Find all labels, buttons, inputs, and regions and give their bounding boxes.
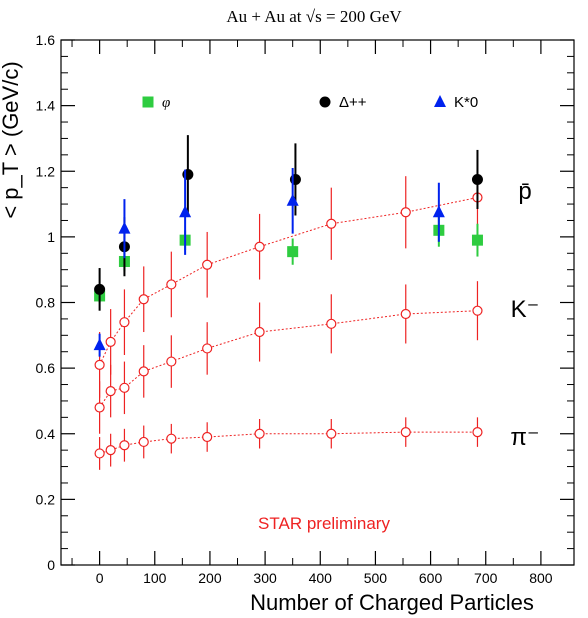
y-tick-label: 0.8: [36, 295, 56, 311]
data-point: [94, 359, 105, 370]
series: [94, 213, 483, 303]
legend-label: K*0: [454, 94, 478, 111]
legend-label: φ: [162, 95, 170, 111]
series-layer: [93, 135, 483, 470]
data-point: [119, 440, 130, 451]
data-point: [326, 318, 337, 329]
y-tick-label: 0: [47, 557, 55, 573]
plot-frame: [60, 39, 575, 566]
curve-label: π⁻: [510, 424, 539, 451]
data-point: [105, 336, 116, 347]
data-point: [118, 221, 131, 234]
x-tick-label: 300: [253, 570, 277, 586]
y-tick-label: 1.2: [36, 163, 56, 179]
data-point: [119, 317, 130, 328]
data-point: [182, 169, 194, 181]
series: [93, 167, 445, 357]
data-point: [93, 338, 106, 351]
data-point: [326, 428, 337, 439]
x-tick-label: 200: [198, 570, 222, 586]
data-point: [472, 305, 483, 316]
labels: Au + Au at √s = 200 GeV Number of Charge…: [0, 7, 540, 615]
data-point: [179, 205, 192, 218]
data-point: [202, 431, 213, 443]
data-point: [471, 234, 483, 246]
data-point: [105, 385, 116, 397]
x-axis-label: Number of Charged Particles: [250, 590, 534, 615]
y-tick-label: 1.6: [36, 32, 56, 48]
data-point: [166, 279, 177, 290]
curve-label: p̄: [518, 178, 531, 205]
data-point: [138, 294, 149, 305]
data-point: [472, 427, 483, 438]
data-point: [94, 283, 106, 295]
data-point: [138, 366, 149, 377]
data-point: [286, 193, 299, 206]
data-point: [254, 326, 265, 338]
series-line: [99, 310, 478, 408]
data-point: [400, 207, 411, 218]
x-tick-label: 600: [419, 570, 443, 586]
data-point: [138, 436, 149, 448]
data-point: [119, 382, 130, 393]
y-tick-label: 0.6: [36, 360, 56, 376]
data-point: [400, 427, 411, 438]
annotation-star-preliminary: STAR preliminary: [258, 514, 390, 533]
data-point: [166, 356, 177, 367]
data-point: [289, 173, 301, 185]
series-line: [99, 431, 478, 454]
y-tick-label: 0.4: [36, 426, 56, 442]
data-point: [105, 445, 116, 456]
data-point: [254, 241, 265, 252]
chart-title: Au + Au at √s = 200 GeV: [226, 7, 402, 26]
axes: 0 100 200 300 400 500 600 700 800 0 0.2 0.4 0.6 0.8 1 1…: [36, 32, 575, 586]
y-axis-label: < p_T > (GeV/c): [0, 61, 23, 218]
legend: φ Δ++ K*0: [142, 94, 478, 111]
series-line: [99, 197, 478, 366]
x-tick-label: 100: [143, 570, 167, 586]
data-point: [94, 448, 105, 459]
data-point: [326, 218, 337, 229]
legend-marker: [319, 96, 331, 108]
data-point: [432, 205, 445, 218]
x-tick-label: 500: [364, 570, 388, 586]
series: [94, 281, 483, 434]
data-point: [400, 308, 411, 320]
data-point: [202, 343, 213, 354]
x-tick-label: 700: [474, 570, 498, 586]
y-tick-label: 0.2: [36, 491, 56, 507]
curve-label: K⁻: [511, 296, 540, 323]
series: [94, 417, 483, 470]
data-point: [94, 402, 105, 413]
legend-label: Δ++: [339, 94, 367, 111]
x-tick-label: 0: [96, 570, 104, 586]
data-point: [202, 259, 213, 270]
legend-marker: [142, 96, 154, 108]
data-point: [287, 246, 299, 258]
x-tick-label: 800: [529, 570, 553, 586]
series: [94, 158, 483, 398]
y-tick-label: 1: [47, 229, 55, 245]
data-point: [166, 433, 177, 444]
data-point: [254, 428, 265, 439]
x-tick-label: 400: [309, 570, 333, 586]
data-point: [471, 173, 483, 185]
series: [94, 135, 483, 311]
y-tick-label: 1.4: [36, 98, 56, 114]
legend-marker: [434, 95, 446, 107]
